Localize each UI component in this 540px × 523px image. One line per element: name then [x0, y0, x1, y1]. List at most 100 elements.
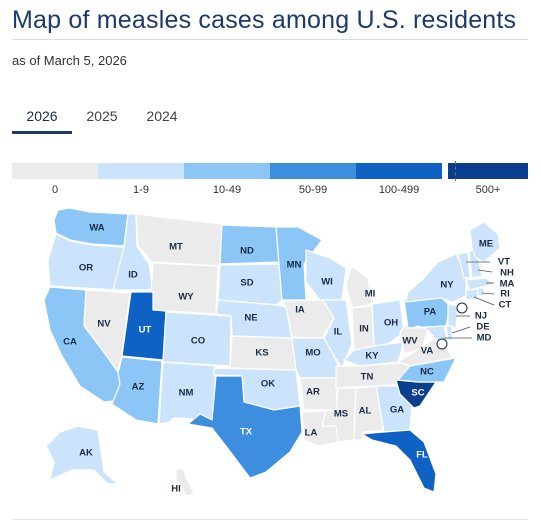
leader-ri [481, 292, 495, 295]
label-mt: MT [169, 242, 183, 253]
state-nd[interactable] [219, 224, 280, 265]
label-nm: NM [179, 388, 194, 399]
label-or: OR [79, 263, 93, 274]
state-ny[interactable] [405, 253, 467, 303]
label-nj: NJ [475, 311, 487, 322]
label-fl: FL [416, 450, 428, 461]
label-al: AL [359, 406, 372, 417]
state-oh[interactable] [371, 299, 405, 347]
legend-divider [455, 161, 456, 181]
tab-2026[interactable]: 2026 [26, 108, 58, 124]
label-ri: RI [500, 289, 510, 300]
label-nc: NC [420, 367, 434, 378]
label-wv: WV [402, 336, 418, 347]
legend-swatch-50-99 [270, 163, 356, 179]
tab-2024[interactable]: 2024 [146, 108, 178, 124]
legend-swatch-10-49 [184, 163, 270, 179]
label-wi: WI [321, 277, 333, 288]
label-va: VA [421, 346, 434, 357]
state-tx[interactable] [186, 375, 303, 479]
state-nm[interactable] [158, 361, 217, 425]
legend-label-1-9: 1-9 [133, 184, 149, 196]
legend-label-500-plus: 500+ [475, 184, 501, 196]
state-il[interactable] [321, 299, 353, 370]
label-ne: NE [244, 313, 257, 324]
label-ca: CA [63, 337, 77, 348]
label-ms: MS [334, 409, 348, 420]
label-wa: WA [89, 223, 104, 234]
state-sd[interactable] [217, 263, 283, 306]
label-az: AZ [132, 382, 145, 393]
legend-label-0: 0 [51, 184, 59, 196]
state-ma[interactable] [465, 277, 496, 291]
label-wy: WY [178, 292, 194, 303]
label-de: DE [476, 322, 489, 333]
label-me: ME [479, 239, 493, 250]
label-hi: HI [171, 484, 181, 495]
legend-swatch-1-9 [98, 163, 184, 179]
legend-swatch-0 [12, 163, 98, 179]
page-title: Map of measles cases among U.S. resident… [12, 6, 517, 34]
active-tab-indicator [12, 131, 72, 134]
label-pa: PA [424, 307, 437, 318]
label-sc: SC [411, 388, 424, 399]
legend-swatch-500-plus [448, 163, 528, 179]
state-wy[interactable] [149, 262, 219, 315]
label-oh: OH [384, 318, 398, 329]
label-mn: MN [287, 260, 302, 271]
label-nd: ND [240, 246, 254, 257]
label-ia: IA [295, 305, 305, 316]
label-ma: MA [500, 279, 515, 290]
label-nv: NV [97, 319, 111, 330]
label-co: CO [191, 336, 205, 347]
state-mi[interactable] [345, 265, 373, 309]
legend-label-50-99: 50-99 [298, 184, 328, 196]
leader-nh [477, 269, 493, 273]
tab-2025[interactable]: 2025 [86, 108, 118, 124]
state-vt[interactable] [457, 251, 471, 279]
us-choropleth-map: WA OR CA NV ID MT WY UT CO AZ NM ND SD N… [0, 200, 540, 508]
state-me[interactable] [469, 221, 501, 263]
label-ar: AR [306, 387, 320, 398]
label-la: LA [305, 428, 318, 439]
dc-marker[interactable] [436, 338, 448, 350]
map-legend: 0 1-9 10-49 50-99 100-499 500+ [12, 161, 528, 199]
label-ok: OK [261, 379, 275, 390]
label-ky: KY [365, 351, 379, 362]
label-ga: GA [390, 405, 404, 416]
label-tx: TX [240, 427, 253, 438]
state-de[interactable] [445, 325, 453, 341]
state-ri[interactable] [477, 287, 485, 297]
label-mi: MI [365, 289, 376, 300]
state-wa[interactable] [53, 207, 129, 247]
state-mt[interactable] [135, 213, 223, 267]
state-wi[interactable] [305, 249, 347, 301]
label-ak: AK [79, 448, 93, 459]
leader-ct [473, 296, 495, 306]
leader-de [451, 326, 471, 334]
nyc-marker[interactable] [456, 302, 468, 314]
state-az[interactable] [111, 356, 163, 425]
map-canvas: WA OR CA NV ID MT WY UT CO AZ NM ND SD N… [43, 207, 515, 497]
label-il: IL [334, 327, 343, 338]
label-nh: NH [500, 268, 514, 279]
label-ut: UT [139, 325, 152, 336]
label-sd: SD [240, 278, 253, 289]
legend-label-100-499: 100-499 [378, 184, 420, 196]
label-id: ID [128, 270, 138, 281]
label-md: MD [477, 333, 492, 344]
state-ak[interactable] [45, 425, 120, 485]
state-mn[interactable] [275, 226, 323, 301]
as-of-date: as of March 5, 2026 [12, 53, 127, 68]
state-fl[interactable] [360, 429, 437, 493]
state-ct[interactable] [465, 288, 479, 301]
label-ks: KS [255, 348, 268, 359]
legend-swatch-100-499 [356, 163, 442, 179]
legend-label-10-49: 10-49 [212, 184, 242, 196]
state-hi[interactable] [175, 467, 195, 497]
callout-lines [444, 261, 495, 339]
state-ut[interactable] [121, 291, 167, 361]
year-tabs: 2026 2025 2024 [12, 104, 192, 136]
state-nj[interactable] [447, 303, 459, 329]
label-mo: MO [305, 348, 320, 359]
